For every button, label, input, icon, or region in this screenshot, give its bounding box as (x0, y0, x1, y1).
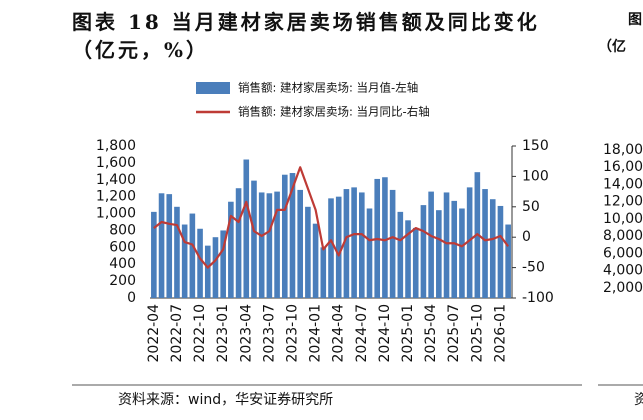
bar (397, 211, 404, 298)
neighbor-y-tick-label: 18,000 (603, 142, 643, 158)
bar (382, 177, 388, 298)
x-tick-label: 2022-04 (146, 304, 162, 363)
x-tick-label: 2024-04 (331, 304, 347, 363)
neighbor-y-tick-label: 2,000 (603, 280, 643, 296)
bar (312, 223, 319, 298)
bar (335, 196, 342, 298)
bar (459, 208, 465, 298)
y-tick-label: 1,400 (96, 172, 136, 188)
y-tick-label: 1,200 (96, 189, 136, 205)
bar (204, 245, 211, 298)
bar (220, 230, 226, 298)
bar (451, 200, 458, 298)
x-tick-label: 2023-01 (215, 304, 231, 363)
bar (235, 188, 242, 298)
bar (428, 191, 434, 298)
y-tick-label: 800 (109, 222, 136, 238)
neighbor-y-tick-label: 8,000 (603, 228, 643, 244)
bar (197, 228, 203, 298)
neighbor-title: 图 (628, 12, 642, 28)
bar (174, 206, 180, 298)
bar (151, 211, 157, 298)
x-tick-label: 2025-04 (423, 304, 439, 363)
neighbor-title: （亿 (598, 38, 626, 55)
y2-tick-label: 0 (522, 229, 531, 245)
bar (328, 198, 334, 298)
x-tick-label: 2025-10 (469, 304, 485, 363)
neighbor-y-tick-label: 16,000 (603, 159, 643, 175)
bar (320, 247, 327, 298)
neighbor-y-tick-label: 4,000 (603, 263, 643, 279)
bar (482, 189, 488, 298)
bar (351, 187, 357, 298)
bar (274, 191, 280, 298)
y-tick-label: 1,000 (96, 206, 136, 222)
x-tick-label: 2025-07 (446, 304, 462, 363)
bar (420, 205, 427, 298)
x-tick-label: 2024-07 (354, 304, 370, 363)
neighbor-y-tick-label: 10,000 (603, 211, 643, 227)
legend-label: 销售额: 建材家居卖场: 当月同比-右轴 (238, 105, 430, 119)
y2-tick-label: 150 (522, 138, 549, 154)
x-tick-label: 2024-01 (308, 304, 324, 363)
bar (389, 189, 396, 298)
bar (228, 201, 234, 298)
bar (405, 220, 411, 298)
y-tick-label: 200 (109, 273, 136, 289)
bar (359, 192, 365, 298)
bar (251, 180, 257, 298)
y-tick-label: 600 (109, 239, 136, 255)
source: 资料来源：wind，华安证券研究所 (118, 392, 333, 408)
legend-label: 销售额: 建材家居卖场: 当月值-左轴 (238, 81, 418, 95)
legend-swatch (196, 82, 230, 94)
neighbor-source: 资 (634, 392, 643, 408)
bar (297, 189, 303, 298)
bar (258, 192, 265, 298)
x-tick-label: 2024-10 (377, 304, 393, 363)
y2-tick-label: 100 (522, 168, 549, 184)
neighbor-y-tick-label: 6,000 (603, 245, 643, 261)
x-tick-label: 2026-01 (492, 304, 508, 363)
y-tick-label: 400 (109, 256, 136, 272)
bar (497, 205, 504, 298)
bar (366, 208, 373, 298)
bar (243, 159, 250, 298)
y2-tick-label: -50 (522, 260, 545, 276)
bar (489, 199, 496, 298)
bar (289, 173, 296, 298)
bar (266, 193, 273, 298)
y-tick-label: 0 (127, 290, 136, 306)
x-tick-label: 2023-07 (261, 304, 277, 363)
bar (212, 237, 219, 298)
y2-tick-label: 50 (522, 199, 540, 215)
bar (181, 224, 188, 298)
bar (305, 206, 311, 298)
bar (166, 194, 173, 298)
neighbor-y-tick-label: 14,000 (603, 176, 643, 192)
bar (443, 192, 450, 298)
x-tick-label: 2025-01 (400, 304, 416, 363)
bar (436, 210, 442, 298)
y-tick-label: 1,800 (96, 138, 136, 154)
neighbor-y-tick-label: 12,000 (603, 194, 643, 210)
bar (189, 213, 196, 298)
bar (412, 227, 419, 298)
bar (158, 193, 165, 298)
y-tick-label: 1,600 (96, 155, 136, 171)
x-tick-label: 2022-10 (192, 304, 208, 363)
bar (281, 174, 288, 298)
x-tick-label: 2023-04 (238, 304, 254, 363)
bar (343, 189, 350, 298)
chart-title: 图表 18 当月建材家居卖场销售额及同比变化（亿元，%） (72, 10, 540, 62)
line (153, 166, 510, 269)
y2-tick-label: -100 (522, 290, 554, 306)
bar (466, 187, 473, 298)
bar (505, 224, 511, 298)
x-tick-label: 2023-10 (284, 304, 300, 363)
x-tick-label: 2022-07 (169, 304, 185, 363)
